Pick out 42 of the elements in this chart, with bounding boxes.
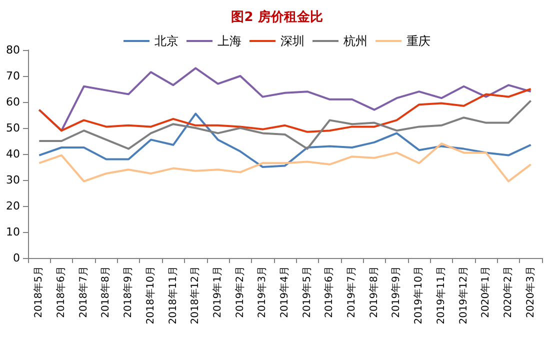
x-tick-label: 2019年9月 bbox=[390, 266, 402, 318]
legend-label: 杭州 bbox=[342, 34, 368, 48]
x-tick-label: 2018年9月 bbox=[122, 266, 134, 318]
x-tick-label: 2018年5月 bbox=[32, 266, 45, 318]
y-tick-label: 20 bbox=[6, 200, 20, 212]
line-series bbox=[38, 100, 532, 150]
x-tick-label: 2019年1月 bbox=[211, 266, 224, 318]
x-tick-label: 2019年4月 bbox=[278, 266, 290, 318]
x-tick-label: 2019年11月 bbox=[434, 266, 447, 324]
x-tick-label: 2019年7月 bbox=[346, 266, 358, 318]
x-tick-label: 2018年7月 bbox=[77, 266, 90, 318]
x-tick-label: 2018年8月 bbox=[100, 266, 112, 318]
y-tick-label: 40 bbox=[6, 148, 20, 160]
line-series bbox=[38, 88, 532, 133]
x-tick-label: 2019年6月 bbox=[323, 266, 336, 318]
legend-label: 重庆 bbox=[406, 34, 430, 48]
x-tick-label: 2019年8月 bbox=[368, 266, 380, 318]
legend-label: 上海 bbox=[218, 34, 242, 48]
x-tick-label: 2018年12月 bbox=[189, 266, 202, 324]
x-tick-label: 2020年2月 bbox=[502, 266, 514, 318]
y-tick-label: 30 bbox=[6, 174, 20, 186]
y-tick-label: 50 bbox=[6, 122, 20, 134]
y-tick-label: 70 bbox=[6, 70, 20, 82]
x-tick-label: 2019年3月 bbox=[256, 266, 268, 318]
y-tick-label: 60 bbox=[6, 96, 20, 108]
x-tick-label: 2019年10月 bbox=[412, 266, 425, 324]
legend-label: 深圳 bbox=[280, 34, 304, 48]
x-tick-label: 2018年10月 bbox=[144, 266, 156, 324]
x-tick-label: 2019年12月 bbox=[457, 266, 470, 324]
x-tick-label: 2018年6月 bbox=[55, 266, 68, 318]
x-tick-label: 2020年1月 bbox=[480, 266, 492, 318]
x-tick-label: 2018年11月 bbox=[166, 266, 179, 324]
x-tick-label: 2019年5月 bbox=[300, 266, 313, 318]
legend-label: 北京 bbox=[154, 34, 178, 48]
x-tick-label: 2019年2月 bbox=[234, 266, 246, 318]
y-tick-label: 80 bbox=[6, 44, 20, 56]
line-series bbox=[38, 112, 532, 168]
x-tick-label: 2020年3月 bbox=[524, 266, 536, 318]
y-tick-label: 0 bbox=[13, 252, 20, 264]
line-series bbox=[38, 142, 532, 182]
chart-title: 图2 房价租金比 bbox=[231, 9, 323, 25]
y-tick-label: 10 bbox=[6, 226, 20, 238]
